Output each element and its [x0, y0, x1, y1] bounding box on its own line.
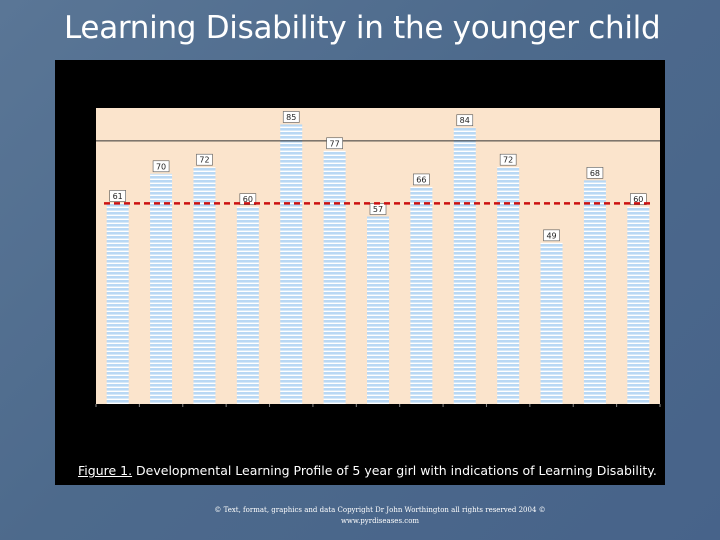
data-label: 70: [156, 162, 166, 171]
data-label-box: [196, 153, 213, 166]
data-label-box: [109, 190, 126, 202]
data-label: 77: [330, 139, 340, 148]
data-label: 57: [373, 205, 383, 214]
bar: [236, 206, 259, 404]
data-label: 60: [243, 195, 253, 204]
data-label-box: [326, 137, 343, 150]
data-label-box: [282, 111, 300, 123]
data-label-box: [630, 193, 647, 205]
data-label-box: [543, 229, 560, 242]
caption-text: Developmental Learning Profile of 5 year…: [132, 463, 657, 478]
bar-chart: 61 70 72 60 85 77 57 66 84 72 49 68 60: [95, 108, 661, 407]
data-label: 61: [113, 192, 123, 201]
data-label: 72: [503, 156, 513, 165]
data-label: 84: [460, 116, 470, 125]
figure-number: Figure 1.: [78, 463, 133, 478]
copyright-notice: © Text, format, graphics and data Copyri…: [0, 505, 720, 527]
bar: [410, 186, 433, 404]
data-label: 68: [590, 169, 600, 178]
bar: [497, 167, 520, 404]
data-label: 72: [199, 156, 209, 165]
bar: [540, 242, 563, 404]
bar: [150, 173, 173, 404]
data-label: 60: [633, 195, 643, 204]
data-label-box: [152, 160, 170, 173]
chart-panel: 61 70 72 60 85 77 57 66 84 72 49 68 60: [55, 60, 665, 485]
bar: [323, 150, 346, 404]
bar: [280, 124, 303, 404]
figure-caption: Figure 1. Developmental Learning Profile…: [78, 463, 678, 478]
data-label-box: [586, 167, 604, 179]
data-label: 49: [546, 231, 556, 240]
bar: [193, 167, 216, 404]
data-label-box: [239, 193, 257, 205]
data-label-box: [456, 114, 474, 127]
data-label-box: [499, 153, 517, 166]
copyright-line: © Text, format, graphics and data Copyri…: [214, 506, 546, 514]
slide-title: Learning Disability in the younger child: [64, 10, 661, 46]
data-label: 66: [416, 175, 426, 184]
bar: [583, 180, 606, 404]
bar: [453, 127, 476, 404]
data-label-box: [413, 173, 430, 186]
bar: [106, 203, 129, 404]
bar: [627, 206, 650, 404]
bar: [367, 216, 389, 404]
data-label: 85: [286, 113, 296, 122]
copyright-url: www.pyrdiseases.com: [340, 517, 420, 525]
